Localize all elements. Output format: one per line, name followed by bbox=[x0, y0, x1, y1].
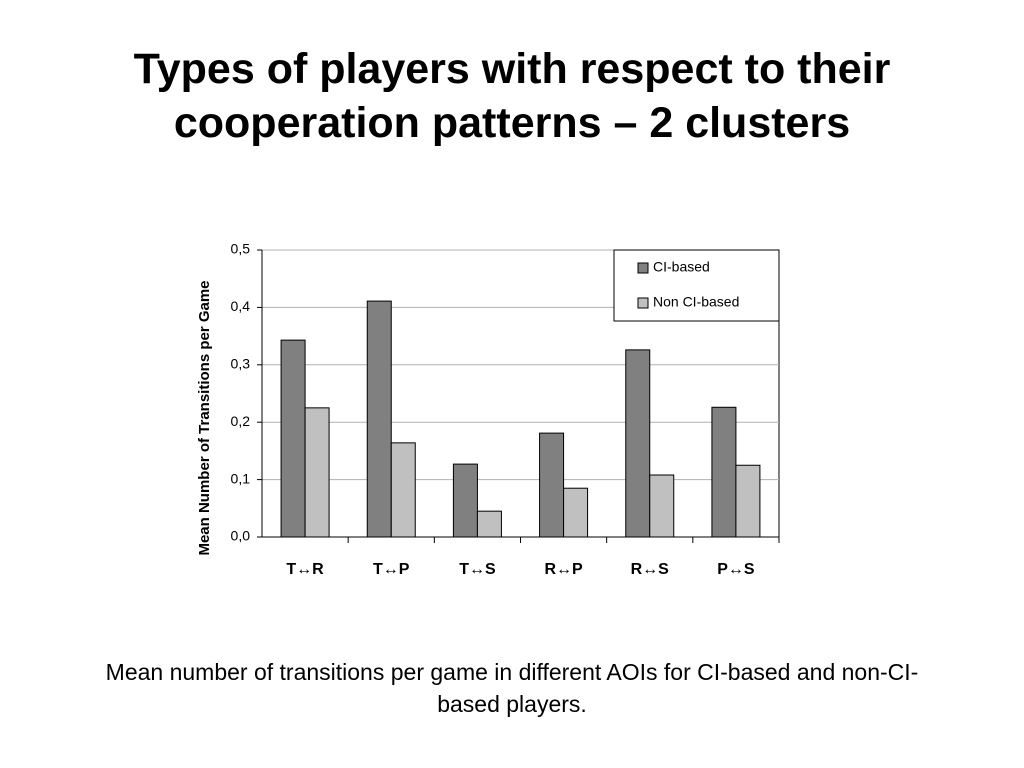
legend-box bbox=[613, 249, 780, 322]
caption: Mean number of transitions per game in d… bbox=[105, 659, 919, 717]
y-tick-label: 0,0 bbox=[231, 528, 251, 544]
chart: Mean Number of Transitions per Game 0,0 0… bbox=[196, 241, 780, 578]
legend-label: Non CI-based bbox=[653, 294, 739, 310]
x-tick-label: P↔S bbox=[717, 561, 755, 578]
x-tick-label: R↔S bbox=[631, 561, 670, 578]
legend-label: CI-based bbox=[653, 259, 710, 275]
slide-title: Types of players with respect to their c… bbox=[133, 45, 891, 147]
x-tick-label: T↔R bbox=[286, 561, 324, 578]
bar bbox=[390, 442, 416, 538]
bar bbox=[625, 349, 651, 538]
y-tick-label: 0,2 bbox=[231, 413, 251, 429]
y-tick-label: 0,5 bbox=[231, 241, 251, 257]
bar bbox=[476, 510, 502, 538]
legend-swatch bbox=[637, 297, 649, 309]
bar bbox=[304, 407, 330, 538]
bar bbox=[366, 300, 392, 538]
y-axis-label: Mean Number of Transitions per Game bbox=[196, 280, 213, 555]
y-tick-label: 0,4 bbox=[231, 298, 251, 314]
bar bbox=[649, 474, 675, 538]
bar bbox=[280, 339, 306, 538]
bar bbox=[735, 464, 761, 538]
bar bbox=[452, 463, 478, 538]
y-tick-label: 0,3 bbox=[231, 356, 251, 372]
x-tick-label: R↔P bbox=[544, 561, 583, 578]
legend-swatch bbox=[637, 262, 649, 274]
y-tick-label: 0,1 bbox=[231, 470, 251, 486]
bar bbox=[711, 406, 737, 538]
bar bbox=[539, 432, 565, 538]
bar bbox=[563, 487, 589, 538]
x-tick-label: T↔P bbox=[373, 561, 410, 578]
x-tick-label: T↔S bbox=[459, 561, 496, 578]
